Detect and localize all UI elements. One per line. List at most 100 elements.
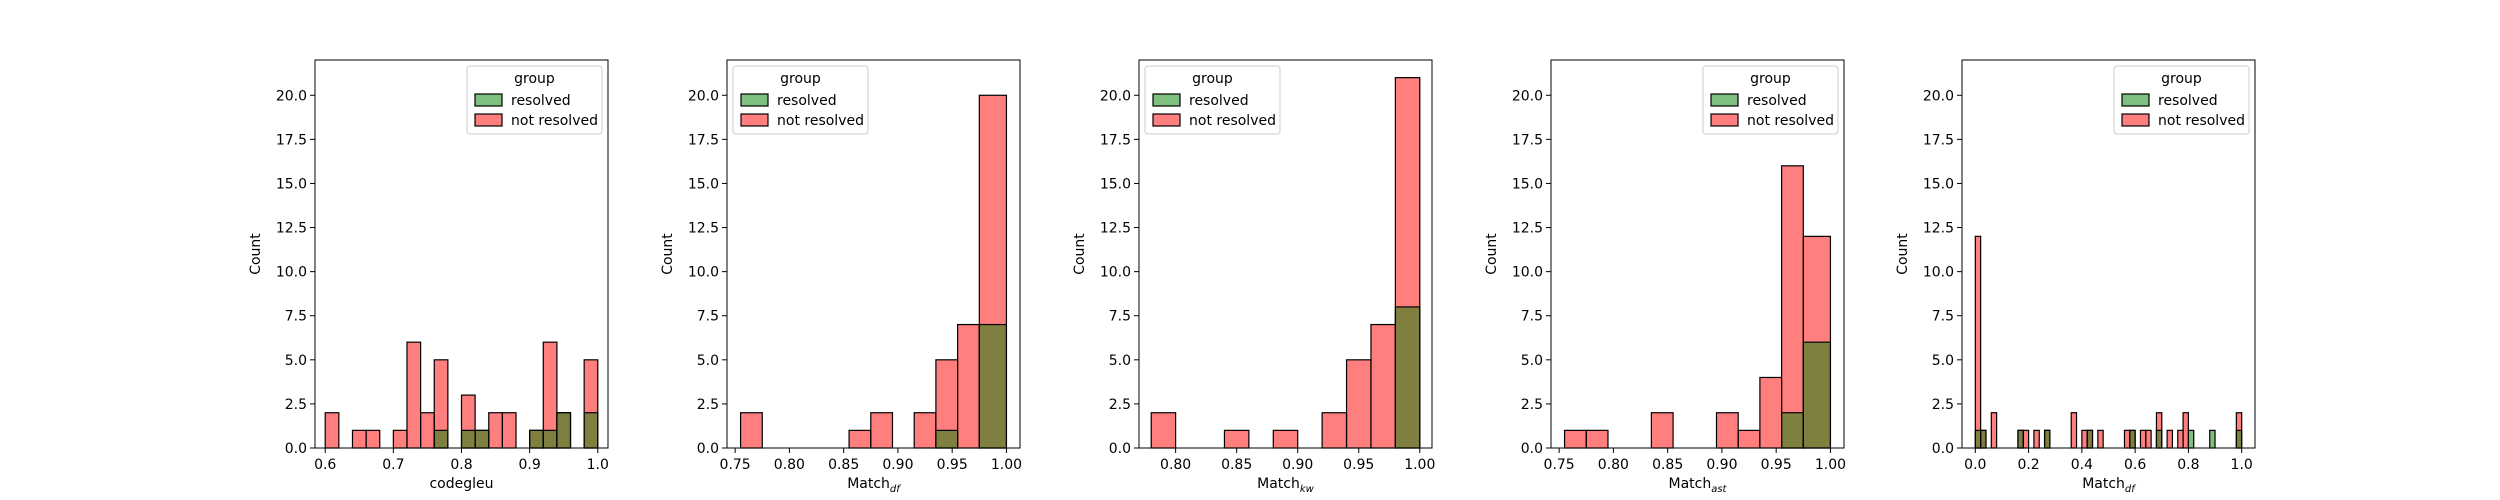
x-tick-label: 0.8	[450, 457, 472, 473]
x-tick-label: 0.0	[1964, 457, 1986, 473]
x-axis-label-subscript: kw	[1300, 484, 1315, 495]
legend-label-not-resolved: not resolved	[1189, 113, 1276, 129]
bar-not-resolved	[2070, 412, 2078, 449]
y-tick-label: 15.0	[688, 176, 719, 192]
x-axis-label-main: Match	[1257, 476, 1300, 492]
bar-resolved	[529, 429, 544, 449]
legend: group resolved not resolved	[1702, 65, 1839, 135]
bar-not-resolved	[501, 412, 517, 449]
x-axis-label-subscript: ast	[1711, 484, 1727, 495]
bar-not-resolved	[420, 412, 435, 449]
legend-label-not-resolved: not resolved	[777, 113, 864, 129]
bar-not-resolved	[957, 323, 980, 449]
bar-resolved	[433, 429, 449, 449]
legend-swatch-resolved	[740, 93, 769, 107]
x-tick-label: 0.85	[828, 457, 859, 473]
y-tick-label: 0.0	[1521, 441, 1543, 457]
legend: group resolved not resolved	[732, 65, 869, 135]
y-tick-label: 0.0	[1932, 441, 1954, 457]
legend-swatch-not-resolved	[1152, 113, 1181, 127]
y-tick-label: 10.0	[1100, 265, 1131, 281]
bar-not-resolved	[1737, 429, 1761, 449]
bar-not-resolved	[1272, 429, 1299, 449]
x-axis-label: Matchast	[1669, 476, 1728, 495]
bar-not-resolved	[1150, 412, 1177, 449]
x-axis-label: codegleu	[429, 476, 493, 492]
legend-title: group	[1750, 71, 1791, 87]
bar-resolved	[1394, 306, 1421, 449]
x-tick-label: 1.00	[991, 457, 1022, 473]
y-tick-label: 10.0	[1512, 265, 1543, 281]
bar-not-resolved	[2166, 429, 2174, 449]
legend-title: group	[780, 71, 821, 87]
x-tick-label: 0.95	[937, 457, 968, 473]
x-tick-label: 0.6	[314, 457, 336, 473]
legend-label-resolved: resolved	[511, 93, 571, 109]
y-tick-label: 15.0	[1512, 176, 1543, 192]
bar-resolved	[1802, 341, 1832, 449]
bar-not-resolved	[2139, 429, 2147, 449]
chart-panel-5: 0.0 2.5 5.0 7.5 10.0 12.5 15.0 17.5 20.0 0.0 0.2 0.…	[1895, 59, 2256, 495]
y-axis-label: Count	[1484, 233, 1500, 275]
x-tick-label: 0.90	[882, 457, 913, 473]
bar-resolved	[2086, 429, 2094, 449]
bar-resolved	[474, 429, 490, 449]
bar-not-resolved	[488, 412, 503, 449]
y-tick-label: 17.5	[688, 132, 719, 148]
x-axis-label-main: Match	[2082, 476, 2125, 492]
x-axis-label-main: codegleu	[429, 476, 493, 492]
bar-not-resolved	[848, 429, 872, 449]
bar-not-resolved	[2182, 412, 2190, 449]
y-tick-label: 10.0	[276, 265, 307, 281]
x-tick-label: 1.0	[2231, 457, 2253, 473]
x-tick-label: 0.8	[2177, 457, 2199, 473]
y-tick-label: 17.5	[1923, 132, 1954, 148]
legend-swatch-resolved	[1152, 93, 1181, 107]
x-tick-label: 0.9	[519, 457, 541, 473]
y-tick-label: 7.5	[1109, 309, 1131, 325]
legend-title: group	[514, 71, 555, 87]
bar-resolved	[542, 429, 558, 449]
bar-not-resolved	[1321, 412, 1348, 449]
legend-swatch-resolved	[2121, 93, 2150, 107]
legend: group resolved not resolved	[2113, 65, 2250, 135]
legend-swatch-resolved	[1710, 93, 1739, 107]
y-tick-label: 5.0	[285, 353, 307, 369]
y-tick-label: 17.5	[1512, 132, 1543, 148]
x-axis-label-main: Match	[847, 476, 890, 492]
y-tick-label: 2.5	[1521, 397, 1543, 413]
bar-resolved	[978, 323, 1008, 449]
y-tick-label: 12.5	[1512, 221, 1543, 237]
legend-title: group	[1192, 71, 1233, 87]
bar-not-resolved	[1974, 235, 1982, 449]
x-axis-label-subscript: df	[2125, 484, 2136, 495]
y-tick-label: 17.5	[276, 132, 307, 148]
chart-panel-4: 0.0 2.5 5.0 7.5 10.0 12.5 15.0 17.5 20.0 0.75 0.80…	[1484, 59, 1846, 495]
bar-resolved	[1980, 429, 1987, 449]
y-tick-label: 15.0	[276, 176, 307, 192]
bar-not-resolved	[2022, 429, 2030, 449]
bar-not-resolved	[1585, 429, 1609, 449]
y-tick-label: 5.0	[1109, 353, 1131, 369]
bar-resolved	[2129, 429, 2136, 449]
y-tick-label: 7.5	[697, 309, 719, 325]
y-tick-label: 5.0	[1932, 353, 1954, 369]
legend: group resolved not resolved	[1144, 65, 1281, 135]
y-tick-label: 5.0	[697, 353, 719, 369]
y-tick-label: 2.5	[1932, 397, 1954, 413]
axes-frame	[1961, 59, 2256, 449]
bar-not-resolved	[739, 412, 763, 449]
bar-resolved	[460, 429, 476, 449]
bar-not-resolved	[1990, 412, 1998, 449]
x-axis-label: Matchdf	[847, 476, 901, 495]
x-tick-label: 0.90	[1706, 457, 1737, 473]
legend-swatch-not-resolved	[740, 113, 769, 127]
chart-panel-2: 0.0 2.5 5.0 7.5 10.0 12.5 15.0 17.5 20.0 0.75 0.80…	[660, 59, 1022, 495]
x-tick-label: 0.7	[382, 457, 404, 473]
bar-not-resolved	[1345, 359, 1372, 449]
y-axis-label: Count	[1072, 233, 1088, 275]
bar-not-resolved	[365, 429, 381, 449]
bar-resolved	[2187, 429, 2195, 449]
legend-label-resolved: resolved	[777, 93, 837, 109]
